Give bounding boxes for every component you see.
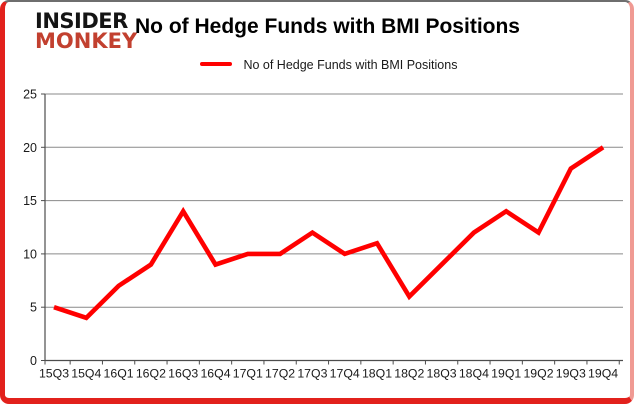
legend-line-marker [200, 61, 232, 66]
x-axis-label: 16Q3 [168, 367, 198, 381]
x-axis-label: 19Q2 [523, 367, 553, 381]
x-axis-label: 18Q4 [459, 367, 489, 381]
x-axis-label: 17Q4 [330, 367, 360, 381]
y-axis-label: 25 [23, 88, 37, 102]
y-axis-label: 20 [23, 141, 37, 155]
insider-monkey-logo: INSIDER MONKEY [35, 9, 138, 53]
x-axis-label: 16Q1 [104, 367, 134, 381]
x-axis-label: 16Q4 [200, 367, 230, 381]
x-axis-label: 19Q3 [556, 367, 586, 381]
legend: No of Hedge Funds with BMI Positions [200, 56, 457, 72]
y-axis-label: 10 [23, 247, 37, 261]
x-axis-label: 15Q3 [39, 367, 69, 381]
x-axis-label: 17Q2 [265, 367, 295, 381]
data-line-hedge-fund-positions [53, 145, 605, 321]
legend-label: No of Hedge Funds with BMI Positions [243, 57, 458, 72]
x-axis-label: 19Q4 [588, 367, 618, 381]
x-axis-label: 18Q3 [427, 367, 457, 381]
y-axis-label: 15 [23, 194, 37, 208]
logo-insider-text: INSIDER [35, 9, 128, 33]
logo-monkey-text: MONKEY [35, 29, 138, 53]
x-axis-label: 15Q4 [71, 367, 101, 381]
y-axis-label: 5 [30, 301, 37, 315]
x-axis-label: 17Q3 [297, 367, 327, 381]
x-axis-label: 16Q2 [136, 367, 166, 381]
x-axis-label: 18Q1 [362, 367, 392, 381]
x-axis-label: 19Q1 [491, 367, 521, 381]
x-axis-label: 17Q1 [233, 367, 263, 381]
y-axis-label: 0 [30, 354, 37, 368]
x-axis-label: 18Q2 [394, 367, 424, 381]
chart-title: No of Hedge Funds with BMI Positions [135, 15, 520, 38]
